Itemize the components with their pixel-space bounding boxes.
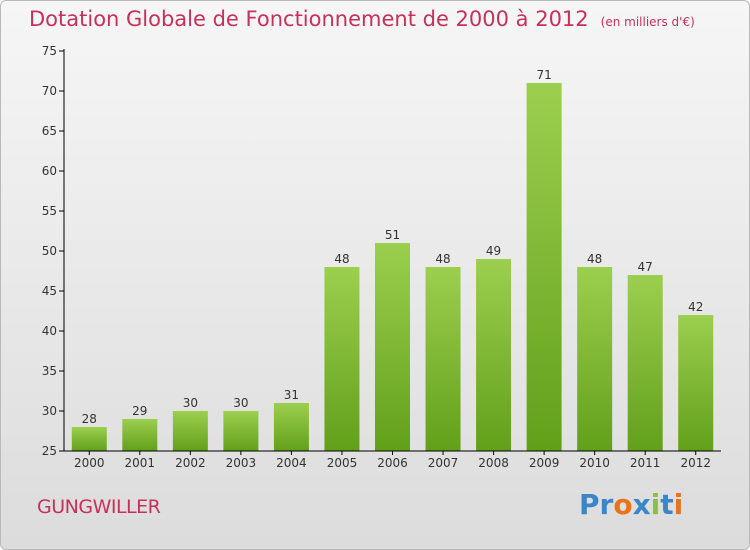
chart-unit: (en milliers d'€) — [600, 15, 695, 29]
x-tick-label-2008: 2008 — [478, 456, 509, 470]
data-label-2012: 42 — [688, 300, 703, 314]
x-tick-label-2011: 2011 — [630, 456, 661, 470]
bar-2008 — [476, 259, 512, 451]
logo-letter: t — [660, 488, 674, 521]
y-tick-label-30: 30 — [42, 404, 57, 418]
logo-letter: r — [599, 488, 614, 521]
x-tick-label-2000: 2000 — [74, 456, 105, 470]
bar-2003 — [223, 411, 259, 451]
data-label-2008: 49 — [486, 244, 501, 258]
bar-2011 — [627, 275, 663, 451]
commune-name: GUNGWILLER — [37, 496, 161, 518]
bar-2009 — [526, 83, 562, 451]
bar-2004 — [273, 403, 309, 451]
x-tick-label-2007: 2007 — [428, 456, 459, 470]
x-tick-label-2004: 2004 — [276, 456, 307, 470]
y-tick-label-70: 70 — [42, 84, 57, 98]
chart-title-text: Dotation Globale de Fonctionnement de 20… — [29, 7, 589, 31]
y-tick-label-25: 25 — [42, 444, 57, 458]
bar-2012 — [678, 315, 714, 451]
y-tick-label-40: 40 — [42, 324, 57, 338]
logo-letter: i — [650, 488, 661, 521]
y-tick-label-65: 65 — [42, 124, 57, 138]
logo-letter: P — [579, 488, 600, 521]
bar-2007 — [425, 267, 461, 451]
data-label-2006: 51 — [385, 228, 400, 242]
bar-2006 — [375, 243, 410, 451]
data-label-2005: 48 — [334, 252, 349, 266]
x-tick-label-2003: 2003 — [226, 456, 257, 470]
data-label-2011: 47 — [638, 260, 653, 274]
y-tick-label-75: 75 — [42, 44, 57, 58]
bar-2000 — [71, 427, 107, 451]
data-label-2002: 30 — [183, 396, 198, 410]
bar-2005 — [324, 267, 360, 451]
x-tick-label-2010: 2010 — [579, 456, 610, 470]
data-label-2000: 28 — [82, 412, 97, 426]
data-label-2009: 71 — [536, 68, 551, 82]
x-tick-label-2005: 2005 — [327, 456, 358, 470]
data-label-2010: 48 — [587, 252, 602, 266]
proxiti-logo[interactable]: Proxiti — [579, 488, 683, 521]
data-label-2001: 29 — [132, 404, 147, 418]
bar-2002 — [172, 411, 208, 451]
x-tick-label-2009: 2009 — [529, 456, 560, 470]
y-tick-label-45: 45 — [42, 284, 57, 298]
x-tick-label-2012: 2012 — [680, 456, 711, 470]
y-tick-label-35: 35 — [42, 364, 57, 378]
x-tick-label-2006: 2006 — [377, 456, 408, 470]
y-tick-label-50: 50 — [42, 244, 57, 258]
chart-title: Dotation Globale de Fonctionnement de 20… — [29, 7, 695, 31]
bar-2010 — [577, 267, 613, 451]
bar-2001 — [122, 419, 158, 451]
data-label-2007: 48 — [435, 252, 450, 266]
y-tick-label-55: 55 — [42, 204, 57, 218]
logo-letter: x — [632, 488, 651, 521]
data-label-2004: 31 — [284, 388, 299, 402]
logo-letter: i — [673, 488, 684, 521]
logo-letter: o — [613, 488, 633, 521]
x-tick-label-2001: 2001 — [125, 456, 156, 470]
data-label-2003: 30 — [233, 396, 248, 410]
x-tick-label-2002: 2002 — [175, 456, 206, 470]
y-tick-label-60: 60 — [42, 164, 57, 178]
